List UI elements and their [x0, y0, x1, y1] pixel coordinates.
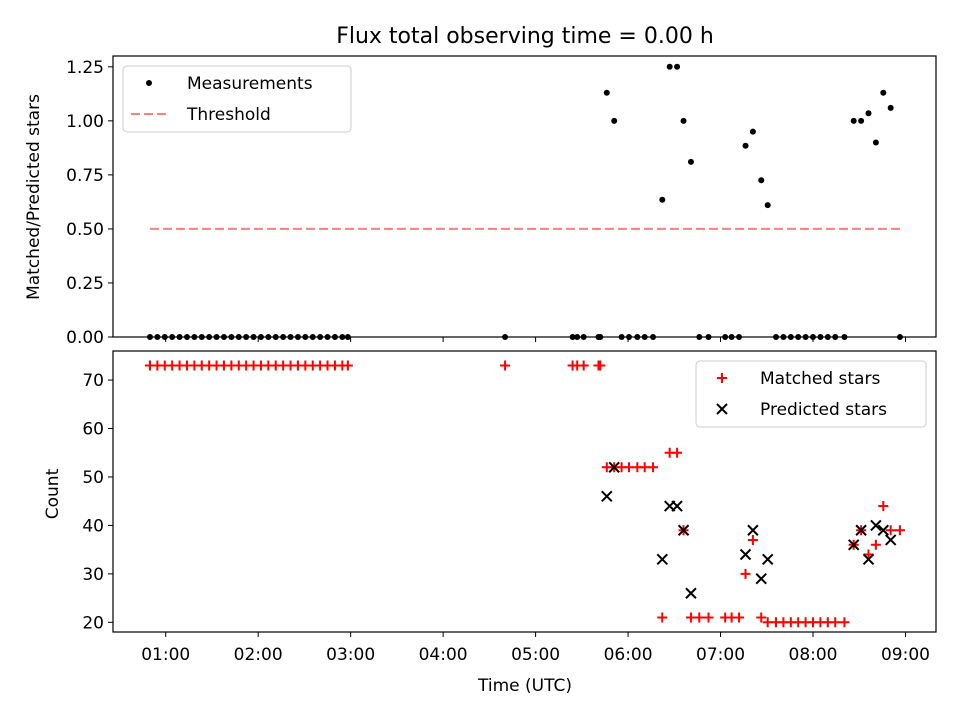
- measurements-point: [880, 89, 887, 96]
- y-tick-label: 60: [82, 420, 104, 440]
- x-tick-label: 01:00: [141, 645, 190, 665]
- y-tick-label: 1.00: [66, 112, 104, 132]
- y-tick-label: 50: [82, 468, 104, 488]
- matched-stars-point: [747, 534, 758, 545]
- predicted-stars-point: [847, 539, 860, 551]
- plot-top: 0.00 0.25 0.50 0.75 1.00 1.25 Measurements Thre…: [66, 55, 937, 348]
- matched-stars-point: [885, 525, 896, 536]
- predicted-stars-point: [739, 548, 752, 561]
- measurements-point: [764, 202, 771, 209]
- legend-label: Threshold: [186, 105, 271, 125]
- legend-box: [122, 65, 352, 133]
- y-tick-label: 30: [82, 565, 104, 585]
- measurements-point: [865, 110, 872, 117]
- measurements-point: [742, 142, 749, 149]
- measurements-point: [858, 117, 865, 124]
- x-tick-label: 02:00: [234, 645, 283, 665]
- matched-stars-point: [870, 539, 881, 550]
- matched-stars-point: [703, 612, 714, 623]
- matched-stars-point: [694, 612, 705, 623]
- top-chart-title: Flux total observing time = 0.00 h: [336, 24, 714, 49]
- x-tick-label: 09:00: [881, 645, 930, 665]
- predicted-stars-point: [884, 534, 897, 546]
- bottom-y-axis-label: Count: [43, 468, 63, 519]
- measurements-point: [603, 89, 610, 96]
- legend-box: [695, 360, 927, 428]
- axes-frame: [112, 55, 937, 338]
- measurements-point: [674, 63, 681, 70]
- measurements-point: [687, 158, 694, 165]
- y-tick-label: 0.50: [66, 220, 104, 240]
- measurements-point: [680, 117, 687, 124]
- matched-stars-point: [894, 525, 905, 536]
- matched-stars-point: [648, 462, 659, 473]
- legend: Matched stars Predicted stars: [695, 360, 927, 428]
- y-tick-label: 20: [82, 613, 104, 633]
- plot-bottom: 20 30 40 50 60 70 01:00 02:00 03:00 04:00 05:00 06:…: [82, 350, 937, 665]
- matched-stars-point: [657, 612, 668, 623]
- legend-marker: [146, 80, 152, 86]
- predicted-stars-point: [608, 461, 620, 473]
- measurements-point: [659, 196, 666, 203]
- measurements-point: [758, 177, 765, 184]
- legend-marker: [716, 403, 728, 415]
- x-tick-label: 05:00: [511, 645, 560, 665]
- matched-stars-point: [863, 549, 874, 560]
- measurements-point: [666, 63, 673, 70]
- predicted-stars-point: [677, 524, 690, 536]
- predicted-stars-point: [862, 553, 875, 566]
- predicted-stars-point: [685, 587, 697, 599]
- predicted-stars-point: [755, 572, 767, 585]
- predicted-stars-point: [671, 500, 683, 512]
- matched-stars-point: [839, 617, 850, 628]
- y-tick-label: 40: [82, 516, 104, 536]
- matched-stars-point: [578, 360, 589, 371]
- matched-stars-point: [672, 447, 683, 458]
- predicted-stars-point: [656, 553, 668, 566]
- x-tick-label: 08:00: [789, 645, 838, 665]
- matched-stars-point: [878, 501, 889, 512]
- x-tick-label: 04:00: [419, 645, 468, 665]
- legend-marker: [717, 373, 727, 383]
- matched-stars-point: [734, 612, 745, 623]
- y-tick-label: 1.25: [66, 58, 104, 78]
- predicted-stars-point: [855, 524, 867, 536]
- legend: Measurements Threshold: [122, 65, 352, 133]
- legend-label: Matched stars: [760, 369, 880, 389]
- x-tick-label: 06:00: [604, 645, 653, 665]
- measurements-point: [887, 104, 894, 111]
- measurements-point: [611, 117, 618, 124]
- axes-frame: [112, 350, 937, 633]
- predicted-stars-point: [747, 524, 759, 536]
- matched-stars-point: [756, 612, 767, 623]
- matched-stars-point: [595, 360, 606, 371]
- matched-stars-point: [740, 568, 751, 579]
- predicted-stars-point: [870, 519, 882, 532]
- legend-label: Predicted stars: [760, 400, 887, 420]
- predicted-stars-point: [877, 524, 889, 536]
- top-y-axis-label: Matched/Predicted stars: [24, 94, 44, 300]
- x-tick-label: 07:00: [696, 645, 745, 665]
- x-tick-label: 03:00: [326, 645, 375, 665]
- matched-stars-point: [500, 360, 511, 371]
- matched-stars-point: [342, 360, 353, 371]
- predicted-stars-point: [761, 553, 774, 566]
- y-tick-label: 0.25: [66, 274, 104, 294]
- x-axis-label: Time (UTC): [477, 676, 572, 696]
- y-tick-label: 0.75: [66, 166, 104, 186]
- legend-label: Measurements: [187, 74, 313, 94]
- measurements-point: [749, 128, 756, 135]
- measurements-point: [872, 139, 879, 146]
- measurements-point: [850, 117, 857, 124]
- y-tick-label: 0.00: [66, 328, 104, 348]
- matched-stars-point: [830, 617, 841, 628]
- predicted-stars-point: [601, 490, 613, 503]
- y-tick-label: 70: [82, 371, 104, 391]
